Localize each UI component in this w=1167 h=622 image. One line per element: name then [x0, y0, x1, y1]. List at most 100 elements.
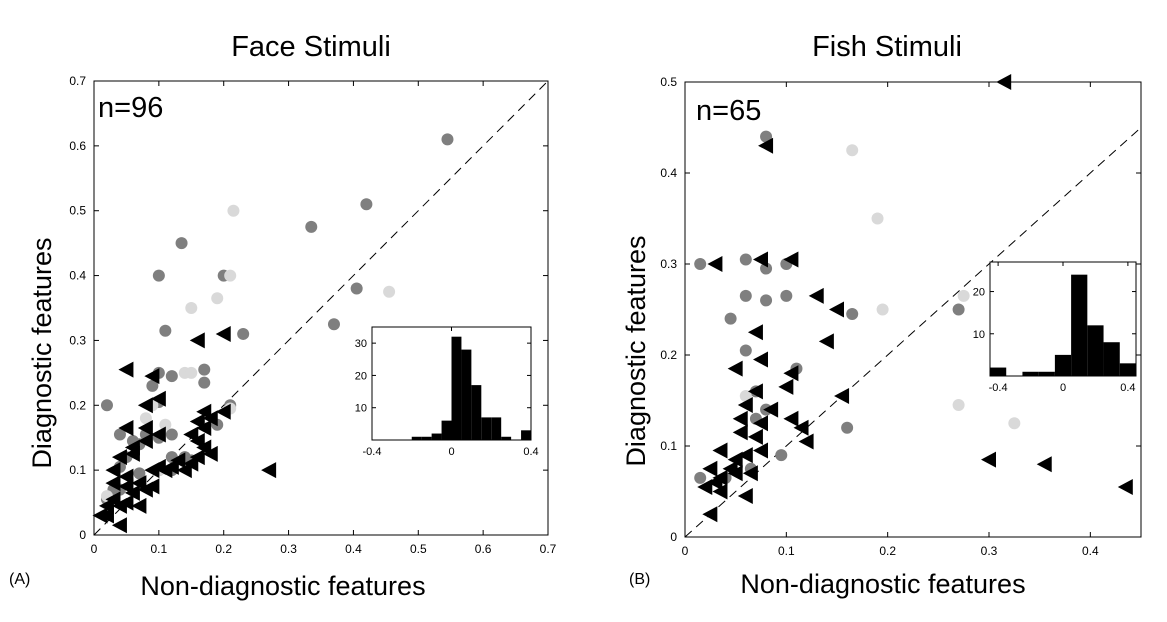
dark-gray-point: [694, 471, 707, 484]
triangle-point: [829, 301, 844, 318]
y-tick-label: 0.4: [69, 269, 86, 283]
triangle-point: [732, 424, 748, 441]
triangle-point: [727, 360, 743, 377]
triangle-point: [747, 428, 763, 445]
light-gray-point: [846, 144, 859, 157]
histogram-bar: [501, 436, 512, 440]
histogram-bar: [1087, 325, 1104, 376]
light-gray-point: [227, 204, 240, 217]
x-tick-label: 0.2: [215, 542, 232, 556]
dark-gray-point: [739, 344, 752, 357]
inset-x-tick-label: 0.4: [1120, 382, 1135, 394]
triangle-point: [727, 451, 743, 468]
chart-title: Face Stimuli: [231, 31, 391, 63]
triangle-point: [798, 433, 814, 450]
triangle-point: [758, 137, 774, 154]
dark-gray-point: [327, 318, 340, 331]
dark-gray-point: [841, 421, 854, 434]
dark-gray-point: [952, 303, 965, 316]
inset-y-tick-label: 20: [355, 370, 367, 382]
dark-gray-point: [146, 379, 159, 392]
panel-letter: (B): [629, 571, 650, 588]
triangle-point: [737, 447, 753, 464]
triangle-point: [783, 251, 799, 268]
triangle-point: [124, 445, 140, 462]
triangle-point: [92, 507, 108, 524]
inset-y-tick-label: 10: [973, 329, 985, 341]
light-gray-point: [224, 269, 237, 282]
triangle-point: [118, 361, 134, 378]
dark-gray-point: [780, 289, 793, 302]
triangle-point: [702, 506, 718, 523]
triangle-point: [737, 397, 753, 414]
light-gray-point: [211, 292, 224, 305]
dark-gray-point: [165, 370, 178, 383]
histogram-bar: [421, 436, 432, 440]
y-tick-label: 0.4: [660, 166, 677, 180]
triangle-point: [157, 462, 173, 479]
face-stimuli-panel: Face Stimuli Non-diagnostic features Dia…: [9, 31, 557, 601]
y-tick-label: 0.5: [660, 75, 677, 89]
sample-size-annotation: n=65: [696, 95, 761, 127]
triangle-point: [747, 324, 763, 341]
histogram-bar: [1119, 363, 1136, 376]
triangle-point: [261, 462, 277, 479]
triangle-point: [742, 465, 758, 482]
histogram-bar: [1071, 274, 1088, 376]
histogram-bar: [441, 420, 452, 440]
triangle-point: [189, 332, 205, 349]
light-gray-point: [739, 389, 752, 402]
light-gray-point: [1008, 417, 1021, 430]
chart-title: Fish Stimuli: [812, 31, 962, 63]
inset-x-tick-label: -0.4: [363, 446, 382, 458]
dark-gray-point: [237, 327, 250, 340]
x-tick-label: 0.3: [280, 542, 297, 556]
light-gray-point: [185, 366, 198, 379]
triangle-point: [712, 469, 728, 486]
x-tick-label: 0.1: [151, 542, 168, 556]
inset-y-tick-label: 10: [355, 403, 367, 415]
light-gray-point: [952, 399, 965, 412]
inset-x-tick-label: 0: [448, 446, 454, 458]
y-tick-label: 0.5: [69, 204, 86, 218]
light-gray-point: [159, 418, 172, 431]
histogram-bar: [451, 336, 462, 440]
y-tick-label: 0.2: [69, 398, 86, 412]
inset-x-tick-label: 0.4: [523, 446, 538, 458]
triangle-point: [702, 460, 718, 477]
dark-gray-point: [152, 269, 165, 282]
light-gray-point: [876, 303, 889, 316]
histogram-bar: [431, 433, 442, 440]
histogram-bar: [471, 385, 482, 440]
histogram-bar: [990, 367, 1007, 376]
dark-gray-point: [775, 449, 788, 462]
dark-gray-point: [305, 220, 318, 233]
y-axis-label: Diagnostic features: [621, 235, 651, 466]
triangle-point: [727, 465, 743, 482]
triangle-point: [834, 387, 850, 404]
triangle-point: [732, 410, 748, 427]
dark-gray-point: [694, 258, 707, 270]
triangle-point: [1117, 478, 1133, 495]
triangle-point: [144, 368, 160, 385]
triangle-point: [783, 410, 799, 427]
triangle-point: [137, 481, 153, 498]
triangle-point: [996, 74, 1012, 90]
histogram-inset: -0.4 0 0.4 10 20 30: [355, 326, 539, 458]
triangle-point: [202, 410, 218, 427]
dark-gray-point: [739, 253, 752, 266]
histogram-bar: [1022, 371, 1039, 376]
x-tick-label: 0.1: [778, 544, 795, 558]
triangle-point: [105, 462, 121, 479]
triangle-point: [753, 415, 768, 432]
x-tick-label: 0.4: [1082, 544, 1099, 558]
dark-gray-point: [350, 282, 363, 295]
dark-gray-point: [198, 376, 211, 389]
y-tick-label: 0: [670, 530, 677, 544]
histogram-bar: [521, 430, 531, 440]
triangle-point: [111, 517, 127, 534]
triangle-point: [131, 497, 147, 514]
light-gray-point: [139, 412, 152, 425]
triangle-point: [202, 445, 218, 462]
triangle-point: [783, 365, 799, 382]
